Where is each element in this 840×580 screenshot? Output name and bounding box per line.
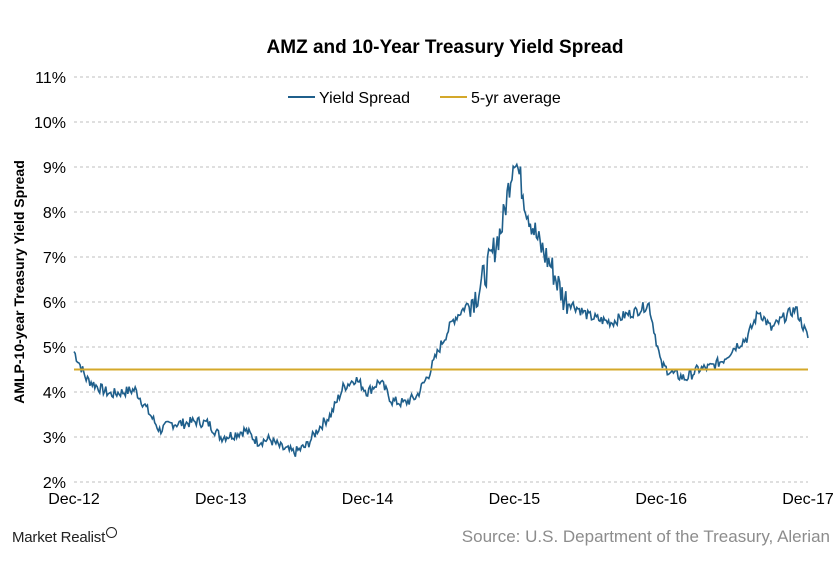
series-layer (73, 162, 809, 457)
legend-entry-yield-spread: Yield Spread (288, 90, 410, 107)
y-tick-labels: 2% 3% 4% 5% 6% 7% 8% 9% 10% 11% (34, 70, 66, 492)
legend-label: Yield Spread (319, 90, 410, 107)
y-tick-label: 7% (43, 250, 66, 267)
brand-text: Market Realist (12, 529, 106, 546)
y-tick-label: 9% (43, 160, 66, 177)
y-tick-label: 5% (43, 340, 66, 357)
x-tick-label: Dec-14 (342, 491, 394, 508)
legend-label: 5-yr average (471, 90, 561, 107)
y-axis-label: AMLP-10-year Treasury Yield Spread (11, 160, 27, 404)
legend-entry-five-yr-average: 5-yr average (440, 90, 561, 107)
y-tick-label: 8% (43, 205, 66, 222)
x-tick-label: Dec-12 (48, 491, 100, 508)
brand-logo: Market Realist (12, 527, 118, 546)
x-tick-label: Dec-15 (489, 491, 541, 508)
x-tick-label: Dec-13 (195, 491, 247, 508)
y-tick-label: 4% (43, 385, 66, 402)
y-tick-label: 6% (43, 295, 66, 312)
x-tick-labels: Dec-12 Dec-13 Dec-14 Dec-15 Dec-16 Dec-17 (48, 491, 834, 508)
y-tick-label: 11% (35, 70, 66, 87)
y-tick-label: 3% (43, 430, 66, 447)
x-tick-label: Dec-17 (782, 491, 834, 508)
legend: Yield Spread 5-yr average (288, 90, 561, 107)
source-note: Source: U.S. Department of the Treasury,… (461, 527, 830, 546)
y-tick-label: 10% (34, 115, 66, 132)
magnifier-icon (106, 527, 118, 538)
grid-layer (74, 76, 808, 483)
x-tick-label: Dec-16 (635, 491, 687, 508)
y-tick-label: 2% (43, 475, 66, 492)
yield-spread-line (73, 162, 809, 457)
chart-title: AMZ and 10-Year Treasury Yield Spread (267, 37, 624, 58)
